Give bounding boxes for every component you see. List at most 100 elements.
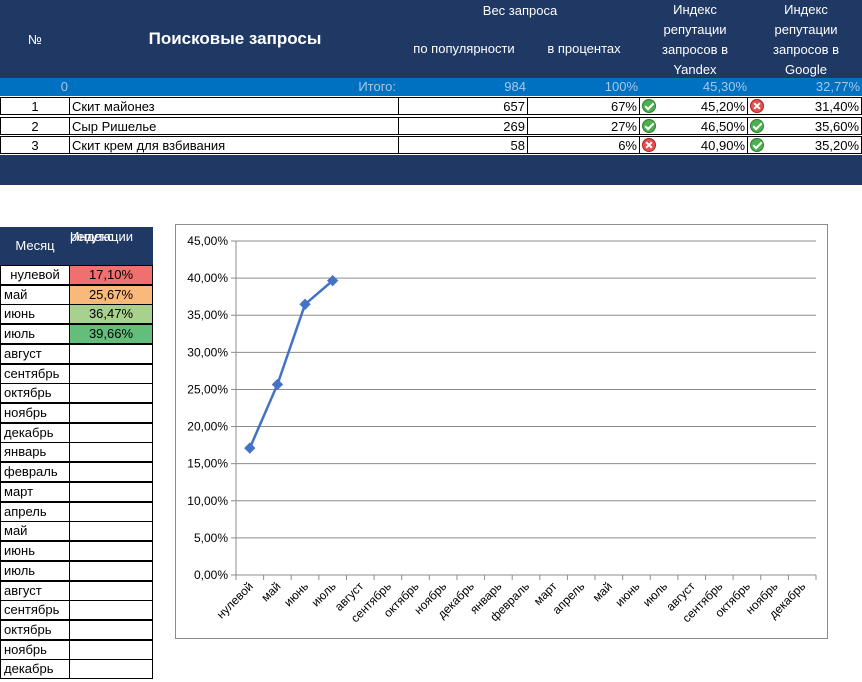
x-tick-label: май [590, 579, 615, 604]
header-weight: Вес запроса [482, 3, 558, 18]
query-num: 2 [0, 117, 70, 135]
header-google: Индекс репутации запросов в Google [750, 0, 862, 80]
month-row: декабрь [0, 659, 153, 680]
index-cell[interactable] [69, 343, 153, 364]
index-cell[interactable] [69, 619, 153, 640]
table-header: № Поисковые запросы Вес запроса по попул… [0, 0, 862, 78]
month-cell[interactable]: июль [0, 324, 70, 345]
query-yandex: 40,90% [639, 136, 748, 154]
table-row: 1 Скит майонез 657 67% 45,20% 31,40% [0, 97, 862, 115]
query-google: 35,60% [747, 117, 862, 135]
query-google-value: 35,20% [814, 138, 859, 153]
index-cell[interactable]: 25,67% [69, 284, 153, 305]
month-cell[interactable]: октябрь [0, 619, 70, 640]
month-cell[interactable]: май [0, 284, 70, 305]
query-popularity[interactable]: 657 [398, 97, 528, 115]
header-google-line: Индекс [784, 2, 828, 17]
data-point [244, 442, 256, 454]
query-percent: 67% [527, 97, 640, 115]
header-popularity: по популярности [413, 41, 515, 56]
month-row: сентябрь [0, 363, 153, 384]
index-cell[interactable]: 36,47% [69, 304, 153, 325]
index-cell[interactable] [69, 659, 153, 680]
month-row: май 25,67% [0, 284, 153, 305]
header-yandex-line: репутации [663, 22, 727, 37]
index-cell[interactable] [69, 403, 153, 424]
header-num: № [28, 32, 42, 47]
index-cell[interactable] [69, 639, 153, 660]
data-point [299, 298, 311, 310]
total-percent: 100% [604, 79, 638, 94]
header-google-line: Google [785, 62, 827, 77]
header-google-line: репутации [774, 22, 838, 37]
query-name[interactable]: Скит майонез [69, 97, 399, 115]
month-cell[interactable]: январь [0, 442, 70, 463]
month-cell[interactable]: август [0, 343, 70, 364]
query-google-value: 35,60% [814, 119, 859, 134]
index-cell[interactable] [69, 501, 153, 522]
month-row: март [0, 481, 153, 502]
query-popularity[interactable]: 58 [398, 136, 528, 154]
month-cell[interactable]: апрель [0, 501, 70, 522]
query-yandex-value: 40,90% [700, 138, 745, 153]
month-cell[interactable]: август [0, 580, 70, 601]
index-cell[interactable]: 39,66% [69, 324, 153, 345]
month-cell[interactable]: декабрь [0, 659, 70, 680]
month-row: август [0, 580, 153, 601]
table-row: 2 Сыр Ришелье 269 27% 46,50% 35,60% [0, 117, 862, 135]
y-tick-label: 0,00% [194, 568, 228, 582]
month-cell[interactable]: сентябрь [0, 363, 70, 384]
check-icon [642, 99, 656, 113]
index-cell[interactable] [69, 600, 153, 621]
y-tick-label: 25,00% [187, 382, 228, 396]
month-cell[interactable]: сентябрь [0, 600, 70, 621]
month-cell[interactable]: ноябрь [0, 639, 70, 660]
month-cell[interactable]: ноябрь [0, 403, 70, 424]
index-cell[interactable] [69, 541, 153, 562]
header-percent: в процентах [547, 41, 621, 56]
month-cell[interactable]: июнь [0, 304, 70, 325]
month-header: Месяц [15, 238, 55, 253]
query-name[interactable]: Скит крем для взбивания [69, 136, 399, 154]
index-cell[interactable] [69, 481, 153, 502]
index-cell[interactable] [69, 442, 153, 463]
cross-icon [642, 138, 656, 152]
month-cell[interactable]: нулевой [0, 265, 70, 285]
month-row: июль [0, 560, 153, 581]
month-cell[interactable]: февраль [0, 462, 70, 483]
index-cell[interactable] [69, 521, 153, 542]
check-icon [750, 119, 764, 133]
month-row: нулевой 17,10% [0, 265, 153, 285]
index-cell[interactable]: 17,10% [69, 265, 153, 285]
query-yandex-value: 45,20% [700, 99, 745, 114]
month-cell[interactable]: май [0, 521, 70, 542]
header-yandex-line: Индекс [673, 2, 717, 17]
query-popularity[interactable]: 269 [398, 117, 528, 135]
month-row: август [0, 343, 153, 364]
month-row: май [0, 521, 153, 542]
total-label: Итого: [358, 79, 396, 94]
index-cell[interactable] [69, 560, 153, 581]
y-tick-label: 40,00% [187, 271, 228, 285]
index-cell[interactable] [69, 462, 153, 483]
chart[interactable]: 0,00% 5,00% 10,00% 15,00% 20,00% 25,00% 30,00%… [175, 224, 828, 639]
index-cell[interactable] [69, 363, 153, 384]
month-cell[interactable]: июнь [0, 541, 70, 562]
index-cell[interactable] [69, 422, 153, 443]
month-row: июль 39,66% [0, 324, 153, 345]
month-cell[interactable]: декабрь [0, 422, 70, 443]
query-name[interactable]: Сыр Ришелье [69, 117, 399, 135]
index-cell[interactable] [69, 580, 153, 601]
y-tick-label: 5,00% [194, 531, 228, 545]
y-tick-label: 10,00% [187, 494, 228, 508]
series-line [248, 279, 334, 449]
total-google: 32,77% [815, 79, 860, 94]
index-cell[interactable] [69, 383, 153, 404]
month-cell[interactable]: июль [0, 560, 70, 581]
y-tick-label: 45,00% [187, 234, 228, 248]
total-yandex: 45,30% [702, 79, 747, 94]
header-google-line: запросов в [773, 42, 839, 57]
month-cell[interactable]: март [0, 481, 70, 502]
total-num: 0 [60, 79, 68, 94]
month-cell[interactable]: октябрь [0, 383, 70, 404]
